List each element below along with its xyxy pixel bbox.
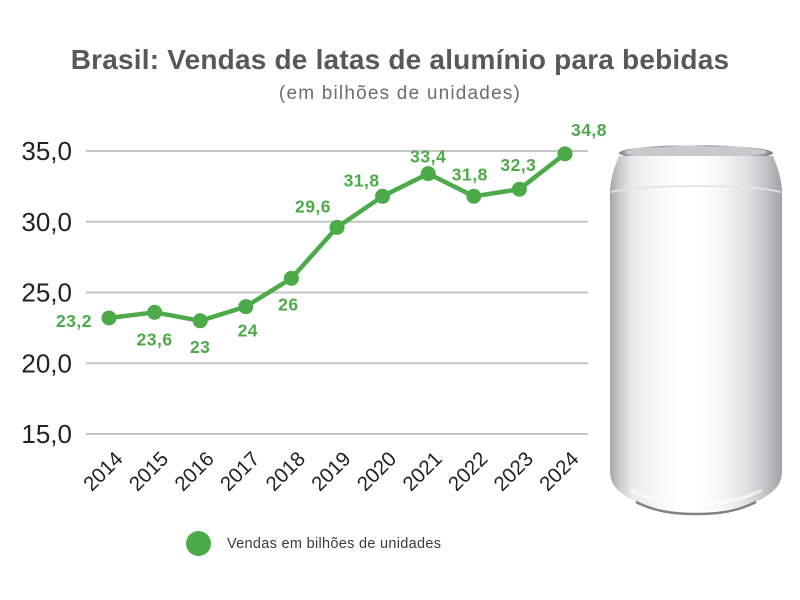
data-point — [283, 270, 299, 286]
can-body — [610, 156, 782, 511]
data-point — [375, 188, 391, 204]
y-axis-tick-label: 20,0 — [21, 348, 72, 378]
x-axis-tick-label: 2022 — [444, 447, 493, 496]
data-point — [466, 188, 482, 204]
x-axis-tick-label: 2021 — [398, 447, 447, 496]
data-point — [420, 166, 436, 182]
data-point-label: 33,4 — [410, 147, 446, 167]
data-point — [329, 219, 345, 235]
y-axis-tick-label: 25,0 — [21, 278, 72, 308]
page-subtitle: (em bilhões de unidades) — [278, 83, 522, 104]
data-point — [557, 146, 573, 162]
legend-label: Vendas em bilhões de unidades — [227, 535, 442, 552]
data-point-label: 23 — [190, 337, 210, 357]
chart-legend: Vendas em bilhões de unidades — [186, 531, 441, 556]
data-point-label: 23,6 — [137, 329, 173, 349]
data-point — [147, 304, 163, 320]
line-series — [106, 151, 568, 324]
data-point-label: 31,8 — [452, 164, 488, 184]
can-shoulder-highlight — [610, 185, 782, 193]
y-axis-tick-label: 15,0 — [21, 419, 72, 449]
data-point-label: 24 — [238, 321, 258, 341]
x-axis-tick-label: 2023 — [489, 447, 538, 496]
data-point-label: 34,8 — [571, 120, 607, 140]
data-point — [511, 181, 527, 197]
x-axis-tick-label: 2016 — [170, 447, 219, 496]
x-axis-tick-label: 2014 — [79, 447, 128, 496]
data-point — [238, 299, 254, 315]
can-bottom-highlight — [629, 488, 763, 506]
data-point-label: 23,2 — [56, 311, 92, 331]
data-point-label: 26 — [278, 294, 298, 314]
data-point-label: 31,8 — [344, 170, 380, 190]
data-point-label: 29,6 — [295, 196, 331, 216]
x-axis-tick-label: 2019 — [307, 447, 356, 496]
can-lid-inner — [625, 146, 767, 158]
data-point — [192, 313, 208, 329]
aluminum-can-image — [610, 145, 782, 516]
legend-marker-icon — [186, 531, 211, 556]
x-axis-tick-label: 2024 — [535, 447, 584, 496]
x-axis-tick-label: 2020 — [353, 447, 402, 496]
y-axis-tick-label: 35,0 — [21, 136, 72, 166]
can-bottom-edge — [635, 500, 757, 516]
x-axis-tick-label: 2015 — [125, 447, 174, 496]
y-axis-tick-label: 30,0 — [21, 207, 72, 237]
x-axis-tick-label: 2018 — [261, 447, 310, 496]
data-point-label: 32,3 — [500, 155, 536, 175]
x-axis-tick-label: 2017 — [216, 447, 265, 496]
page-title: Brasil: Vendas de latas de alumínio para… — [70, 44, 730, 75]
data-point — [101, 310, 117, 326]
